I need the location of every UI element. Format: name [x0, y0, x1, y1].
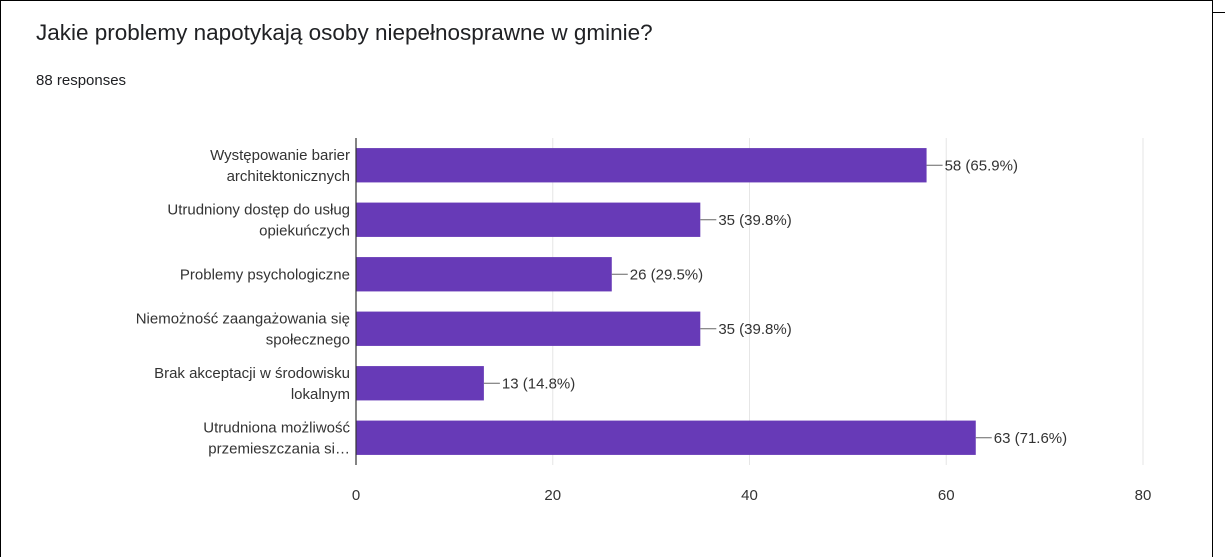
category-label: Utrudniony dostęp do usług [167, 201, 350, 218]
data-label: 63 (71.6%) [994, 430, 1067, 447]
bar[interactable] [356, 148, 927, 183]
category-label: Brak akceptacji w środowisku [154, 365, 350, 382]
category-label: Problemy psychologiczne [180, 266, 350, 283]
x-tick-label: 80 [1135, 487, 1152, 504]
response-count: 88 responses [36, 72, 127, 89]
data-label: 35 (39.8%) [718, 321, 791, 338]
data-label: 26 (29.5%) [630, 266, 703, 283]
category-label: architektonicznych [227, 168, 350, 185]
bars [356, 148, 976, 455]
category-label: Utrudniona możliwość [203, 419, 350, 436]
x-tick-label: 60 [938, 487, 955, 504]
corner-divider [1213, 12, 1225, 13]
x-tick-label: 40 [741, 487, 758, 504]
labels: 0 20 40 60 80 58 (65.9%) Występowanie barier ar… [136, 147, 1152, 504]
category-label: lokalnym [291, 386, 350, 403]
x-tick-label: 20 [544, 487, 561, 504]
category-label: Niemożność zaangażowania się [136, 310, 350, 327]
question-title: Jakie problemy napotykają osoby niepełno… [36, 20, 653, 45]
bar[interactable] [356, 311, 701, 346]
bar[interactable] [356, 420, 976, 455]
category-label: społecznego [266, 331, 350, 348]
x-tick-label: 0 [352, 487, 360, 504]
category-label: przemieszczania si… [208, 440, 350, 457]
bar[interactable] [356, 366, 484, 401]
category-label: Występowanie barier [210, 147, 350, 164]
data-label: 35 (39.8%) [718, 212, 791, 229]
bar[interactable] [356, 257, 612, 292]
data-label: 58 (65.9%) [945, 157, 1018, 174]
category-label: opiekuńczych [259, 222, 350, 239]
bar[interactable] [356, 202, 701, 237]
grid-lines [552, 138, 1144, 465]
data-label: 13 (14.8%) [502, 375, 575, 392]
